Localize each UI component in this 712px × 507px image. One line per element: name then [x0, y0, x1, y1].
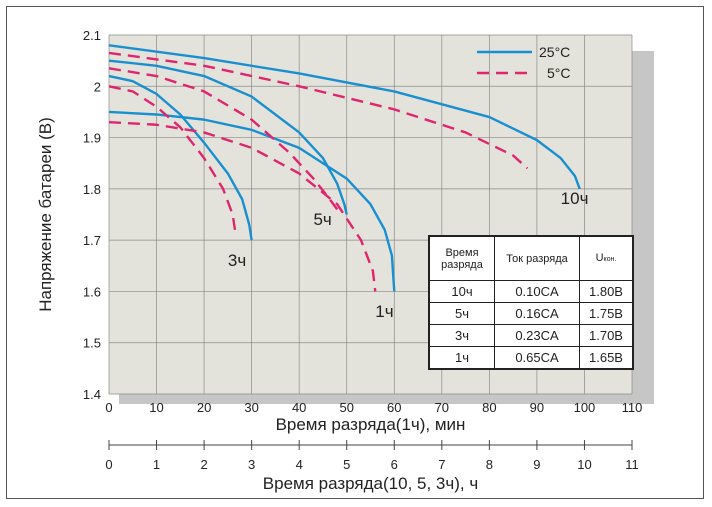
x-tick-label: 50 [339, 400, 353, 415]
x2-tick-label: 2 [200, 457, 207, 472]
table-cell: 0.65CA [494, 346, 580, 370]
table-row: 10ч 0.10CA 1.80В [428, 280, 634, 303]
x-tick-label: 90 [530, 400, 544, 415]
x-tick-label: 110 [622, 400, 643, 415]
series-line [108, 85, 237, 231]
table-header-u: U [595, 251, 604, 264]
y-axis-label: Напряжение батареи (В) [36, 117, 55, 312]
y-tick-label: 1.9 [83, 131, 101, 146]
x-tick-label: 40 [292, 400, 306, 415]
x-axis-ticks: 0 10 20 30 40 50 60 70 80 90 100 110 [105, 400, 642, 415]
table-cell: 10ч [428, 280, 495, 303]
x2-tick-label: 10 [577, 457, 591, 472]
legend: 25°C 5°C [477, 44, 571, 81]
table-cell: 5ч [428, 302, 495, 325]
series-lines [108, 44, 581, 292]
x2-tick-label: 1 [153, 457, 160, 472]
table-cell: 1.65В [579, 346, 634, 370]
y-tick-label: 1.8 [83, 182, 101, 197]
table-header-voltage: Uкон. [579, 235, 634, 281]
y-tick-label: 1.5 [83, 336, 101, 351]
table-row: 1ч 0.65CA 1.65В [428, 346, 634, 370]
table-header-u-sub: кон. [603, 255, 617, 263]
x-tick-label: 80 [482, 400, 496, 415]
x-tick-label: 0 [105, 400, 112, 415]
y-tick-label: 2 [94, 79, 101, 94]
x-tick-label: 10 [149, 400, 163, 415]
series-line [108, 120, 377, 292]
x2-tick-label: 4 [296, 457, 303, 472]
x-tick-label: 30 [244, 400, 258, 415]
y-tick-label: 2.1 [83, 28, 101, 43]
x-tick-label: 60 [387, 400, 401, 415]
x2-tick-label: 3 [248, 457, 255, 472]
x2-tick-label: 6 [391, 457, 398, 472]
table-cell: 0.23CA [494, 324, 580, 347]
table-cell: 0.10CA [494, 280, 580, 303]
table-cell: 1.70В [579, 324, 634, 347]
x2-tick-label: 7 [438, 457, 445, 472]
x2-tick-label: 0 [105, 457, 112, 472]
curve-label: 5ч [313, 210, 331, 229]
curve-label: 1ч [375, 302, 393, 321]
x-tick-label: 100 [574, 400, 596, 415]
secondary-x-axis-label: Время разряда(10, 5, 3ч), ч [263, 474, 478, 493]
series-line [108, 51, 529, 170]
table-cell: 0.16CA [494, 302, 580, 325]
curve-labels: 10ч 5ч 3ч 1ч [228, 189, 589, 321]
discharge-chart: 0 10 20 30 40 50 60 70 80 90 100 110 1.41.51.61.71.… [36, 28, 654, 493]
legend-label-5c: 5°C [547, 65, 571, 81]
y-axis-ticks: 1.4 1.5 1.6 1.7 1.8 1.9 2 2.1 [83, 28, 101, 402]
curve-label: 3ч [228, 251, 246, 270]
x2-tick-label: 11 [625, 457, 639, 472]
table-row: 5ч 0.16CA 1.75В [428, 302, 634, 325]
x-axis-label: Время разряда(1ч), мин [276, 415, 466, 434]
series-line [108, 44, 581, 190]
chart-frame: 0 10 20 30 40 50 60 70 80 90 100 110 1.4 1.5 1.6 1.7 1.… [6, 6, 704, 499]
x-tick-label: 20 [197, 400, 211, 415]
discharge-table: Время разряда Ток разряда Uкон. 10ч 0.10… [428, 235, 634, 370]
table-row: 3ч 0.23CA 1.70В [428, 324, 634, 347]
x2-tick-label: 9 [533, 457, 540, 472]
x2-tick-label: 8 [486, 457, 493, 472]
table-cell: 1.75В [579, 302, 634, 325]
secondary-x-axis: 0 1 2 3 4 5 6 7 8 9 10 11 [105, 440, 639, 472]
table-header-time: Время разряда [428, 235, 495, 281]
series-line [108, 59, 348, 215]
curve-label: 10ч [561, 189, 589, 208]
x2-tick-label: 5 [343, 457, 350, 472]
y-tick-label: 1.6 [83, 284, 101, 299]
x-tick-label: 70 [435, 400, 449, 415]
table-cell: 3ч [428, 324, 495, 347]
y-tick-label: 1.4 [83, 387, 101, 402]
table-cell: 1.80В [579, 280, 634, 303]
legend-label-25c: 25°C [539, 44, 570, 60]
y-tick-label: 1.7 [83, 233, 101, 248]
table-header-current: Ток разряда [494, 235, 580, 281]
table-header-row: Время разряда Ток разряда Uкон. [428, 235, 634, 281]
table-cell: 1ч [428, 346, 495, 370]
series-line [108, 110, 396, 292]
series-line [108, 74, 253, 241]
